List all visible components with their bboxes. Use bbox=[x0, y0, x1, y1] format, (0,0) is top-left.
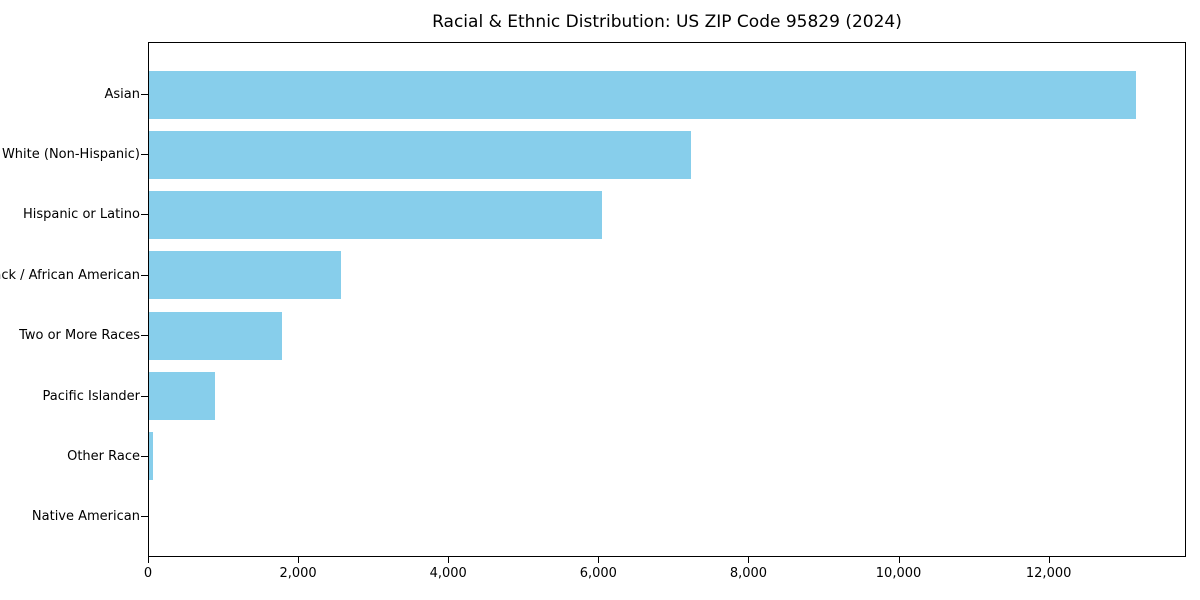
y-tick bbox=[141, 366, 148, 426]
y-tick bbox=[141, 487, 148, 547]
y-tick-mark bbox=[141, 335, 148, 337]
y-tick bbox=[141, 245, 148, 305]
x-axis-label: 4,000 bbox=[429, 566, 467, 581]
y-tick bbox=[141, 64, 148, 124]
x-tick-mark bbox=[1048, 557, 1050, 563]
bar-row bbox=[149, 306, 1185, 366]
bar bbox=[149, 311, 282, 360]
y-axis-labels: Asian White (Non-Hispanic) Hispanic or Lat… bbox=[0, 64, 140, 547]
bar bbox=[149, 71, 1136, 120]
y-axis-label: Native American bbox=[31, 509, 140, 525]
y-tick-mark bbox=[141, 214, 148, 216]
x-axis-label: 12,000 bbox=[1025, 566, 1072, 581]
x-axis-label: 2,000 bbox=[279, 566, 317, 581]
x-tick-mark bbox=[748, 557, 750, 563]
x-tick-mark bbox=[598, 557, 600, 563]
y-tick bbox=[141, 124, 148, 184]
y-axis-ticks bbox=[141, 64, 148, 547]
chart-title: Racial & Ethnic Distribution: US ZIP Cod… bbox=[432, 12, 902, 32]
x-axis-label: 6,000 bbox=[579, 566, 617, 581]
bar-row bbox=[149, 185, 1185, 245]
bars-container bbox=[149, 65, 1185, 546]
y-axis-label: Other Race bbox=[67, 448, 140, 464]
y-tick-mark bbox=[141, 455, 148, 457]
y-tick-mark bbox=[141, 154, 148, 156]
bar bbox=[149, 371, 215, 420]
y-tick bbox=[141, 185, 148, 245]
y-axis-label: Pacific Islander bbox=[42, 388, 140, 404]
bar-row bbox=[149, 245, 1185, 305]
y-tick-mark bbox=[141, 395, 148, 397]
x-axis-label: 10,000 bbox=[875, 566, 922, 581]
y-axis-label: Two or More Races bbox=[19, 328, 140, 344]
y-tick-mark bbox=[141, 274, 148, 276]
x-axis: 0 2,000 4,000 6,000 8,000 10,000 12,000 bbox=[144, 557, 1186, 597]
y-axis-label: White (Non-Hispanic) bbox=[1, 147, 140, 163]
bar bbox=[149, 191, 603, 240]
x-axis-label: 0 bbox=[143, 566, 153, 581]
y-tick bbox=[141, 426, 148, 486]
x-tick-mark bbox=[898, 557, 900, 563]
x-tick-mark bbox=[448, 557, 450, 563]
plot-area bbox=[148, 42, 1186, 557]
x-tick-mark bbox=[298, 557, 300, 563]
bar bbox=[149, 431, 154, 480]
bar-row bbox=[149, 366, 1185, 426]
bar-row bbox=[149, 426, 1185, 486]
y-tick-mark bbox=[141, 93, 148, 95]
bar bbox=[149, 131, 691, 180]
y-tick-mark bbox=[141, 516, 148, 518]
bar-row bbox=[149, 486, 1185, 546]
x-tick-mark bbox=[148, 557, 149, 563]
y-axis-label: Black / African American bbox=[0, 267, 140, 283]
x-axis-label: 8,000 bbox=[729, 566, 768, 581]
bar bbox=[149, 251, 341, 300]
y-axis-label: Asian bbox=[104, 86, 140, 102]
bar-row bbox=[149, 125, 1185, 185]
bar-row bbox=[149, 65, 1185, 125]
y-axis-label: Hispanic or Latino bbox=[22, 207, 140, 223]
y-tick bbox=[141, 306, 148, 366]
